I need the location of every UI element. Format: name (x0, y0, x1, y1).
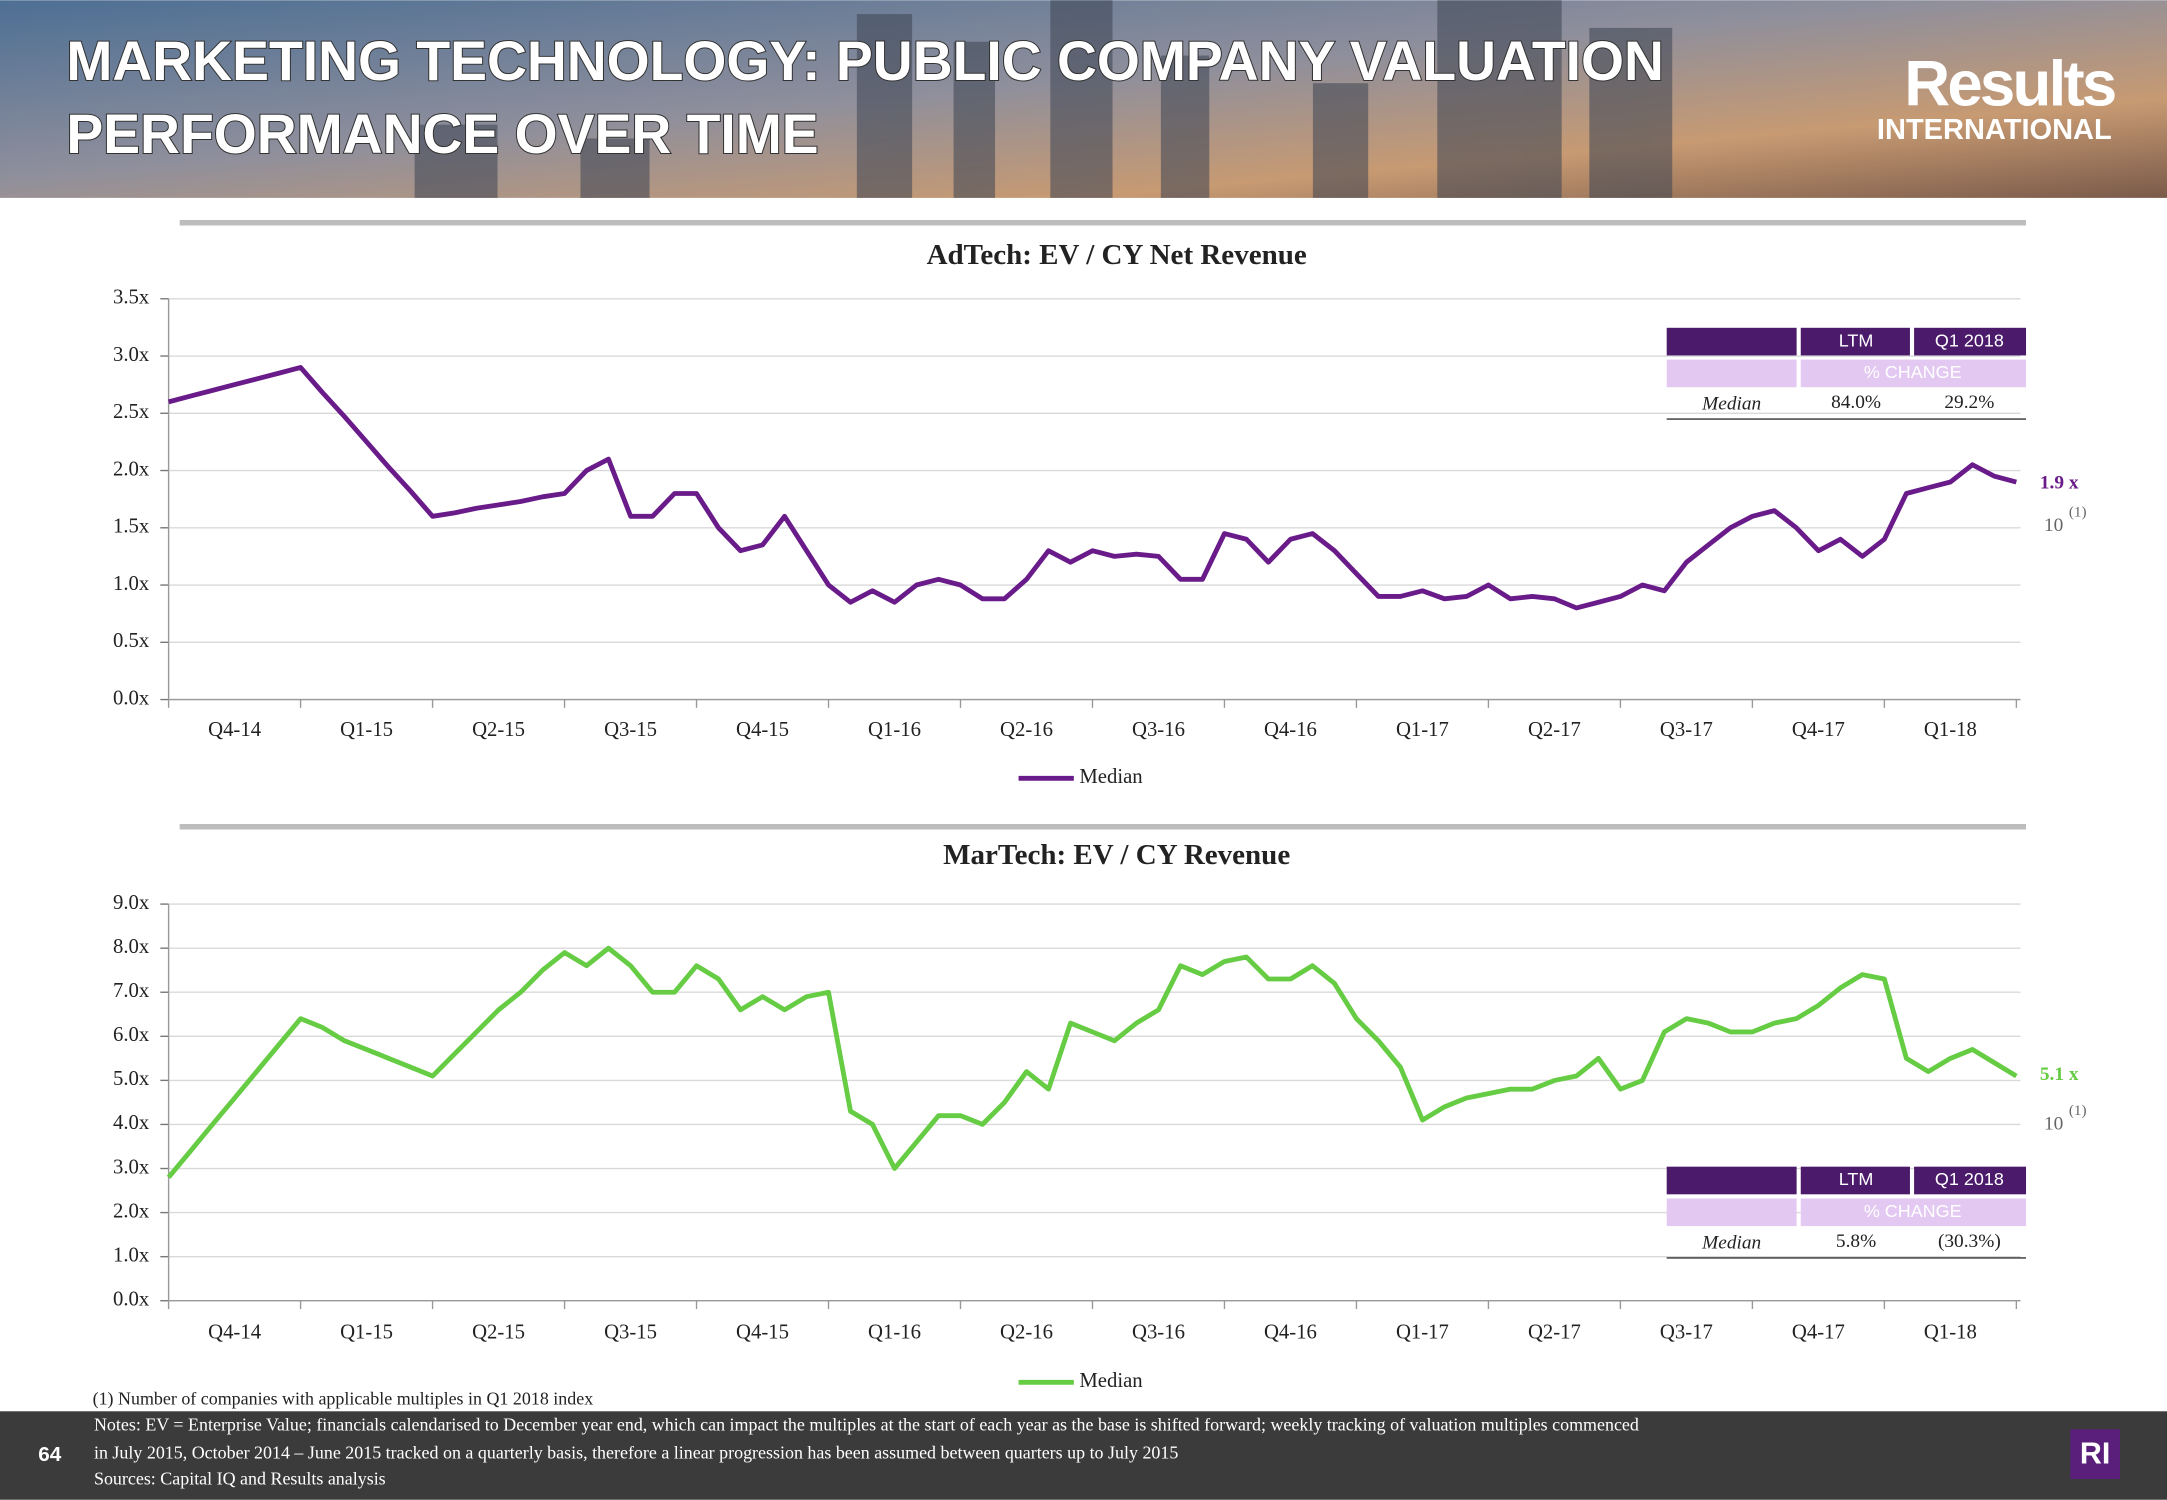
table-subheader (1800, 359, 2027, 388)
x-tick-label: Q1-18 (1924, 719, 1977, 741)
x-tick-label: Q1-16 (868, 1322, 921, 1344)
chart-title: MarTech: EV / CY Revenue (943, 839, 1290, 871)
table-subheader-text: % CHANGE (1864, 1201, 1962, 1221)
y-tick-label: 8.0x (113, 936, 150, 958)
company-count-note: (1) (2069, 1102, 2087, 1119)
table-cell: 5.8% (1836, 1231, 1876, 1252)
x-tick-label: Q4-15 (736, 1322, 789, 1344)
header: MARKETING TECHNOLOGY: PUBLIC COMPANY VAL… (0, 0, 2167, 198)
x-tick-label: Q3-16 (1132, 1322, 1185, 1344)
table-header (1666, 1166, 1797, 1195)
page-number: 64 (38, 1443, 62, 1466)
table-column: Q1 2018 (1935, 1169, 2004, 1189)
footnote: (1) Number of companies with applicable … (93, 1388, 594, 1409)
skyline (414, 0, 1673, 198)
legend-label: Median (1079, 1370, 1143, 1392)
y-tick-label: 4.0x (113, 1112, 150, 1134)
y-tick-label: 0.0x (113, 1288, 150, 1310)
x-tick-label: Q4-17 (1792, 1322, 1845, 1344)
page-title: PERFORMANCE OVER TIME (66, 103, 818, 165)
end-label: 5.1 x (2040, 1064, 2079, 1085)
notes: Notes: EV = Enterprise Value; financials… (94, 1415, 1639, 1435)
x-tick-label: Q2-17 (1528, 1322, 1581, 1344)
x-tick-label: Q1-15 (340, 1322, 393, 1344)
table-header (1800, 327, 1910, 356)
x-tick-label: Q2-15 (472, 719, 525, 741)
y-tick-label: 0.0x (113, 687, 150, 709)
y-tick-label: 5.0x (113, 1068, 150, 1090)
badge-box (2070, 1429, 2121, 1480)
x-tick-label: Q2-15 (472, 1322, 525, 1344)
logo-text: INTERNATIONAL (1877, 114, 2112, 146)
x-tick-label: Q4-14 (208, 719, 262, 741)
x-tick-label: Q2-17 (1528, 719, 1581, 741)
page-title: MARKETING TECHNOLOGY: PUBLIC COMPANY VAL… (66, 30, 1664, 92)
y-tick-label: 2.5x (113, 401, 150, 423)
company-count-note: (1) (2069, 503, 2087, 520)
table-subheader (1800, 1198, 2027, 1227)
table-header (1914, 327, 2027, 356)
y-tick-label: 7.0x (113, 980, 150, 1002)
y-tick-label: 1.5x (113, 516, 150, 538)
x-tick-label: Q3-16 (1132, 719, 1185, 741)
table-header (1800, 1166, 1910, 1195)
table-cell: 84.0% (1831, 392, 1881, 413)
notes: in July 2015, October 2014 – June 2015 t… (94, 1442, 1178, 1462)
y-tick-label: 3.0x (113, 1156, 150, 1178)
x-tick-label: Q1-17 (1396, 1322, 1449, 1344)
legend-label: Median (1079, 766, 1143, 788)
table-column: LTM (1839, 330, 1874, 350)
x-tick-label: Q2-16 (1000, 1322, 1053, 1344)
x-tick-label: Q4-16 (1264, 1322, 1317, 1344)
table-cell: (30.3%) (1938, 1231, 2001, 1252)
y-tick-label: 3.5x (113, 287, 150, 309)
y-tick-label: 2.0x (113, 1200, 150, 1222)
sources: Sources: Capital IQ and Results analysis (94, 1469, 386, 1489)
table-row-label: Median (1701, 1233, 1761, 1254)
table-subheader-text: % CHANGE (1864, 362, 1962, 382)
series-line (166, 945, 2018, 1179)
x-tick-label: Q1-15 (340, 719, 393, 741)
logo-text: Results (1904, 49, 2115, 120)
y-tick-label: 1.0x (113, 1244, 150, 1266)
x-tick-label: Q2-16 (1000, 719, 1053, 741)
y-tick-label: 1.0x (113, 573, 150, 595)
y-tick-label: 2.0x (113, 458, 150, 480)
x-tick-label: Q4-17 (1792, 719, 1845, 741)
x-tick-label: Q3-15 (604, 719, 657, 741)
x-tick-label: Q3-17 (1660, 719, 1713, 741)
table-cell: 29.2% (1944, 392, 1994, 413)
y-tick-label: 9.0x (113, 892, 150, 914)
x-tick-label: Q1-16 (868, 719, 921, 741)
table-header (1666, 327, 1797, 356)
y-tick-label: 3.0x (113, 344, 150, 366)
x-tick-label: Q4-16 (1264, 719, 1317, 741)
table-row-label: Median (1701, 394, 1761, 415)
table-header (1914, 1166, 2027, 1195)
x-tick-label: Q4-14 (208, 1322, 262, 1344)
table-column: LTM (1839, 1169, 1874, 1189)
badge: RI (2080, 1437, 2110, 1471)
end-label: 1.9 x (2040, 472, 2079, 493)
x-tick-label: Q3-15 (604, 1322, 657, 1344)
x-tick-label: Q1-17 (1396, 719, 1449, 741)
table-subheader (1666, 359, 1797, 388)
y-tick-label: 6.0x (113, 1024, 150, 1046)
x-tick-label: Q1-18 (1924, 1322, 1977, 1344)
footer-bar (0, 1411, 2167, 1500)
table-subheader (1666, 1198, 1797, 1227)
chart-title: AdTech: EV / CY Net Revenue (927, 239, 1307, 271)
table-column: Q1 2018 (1935, 330, 2004, 350)
company-count: 10 (2044, 515, 2063, 536)
company-count: 10 (2044, 1114, 2063, 1135)
x-tick-label: Q4-15 (736, 719, 789, 741)
y-tick-label: 0.5x (113, 630, 150, 652)
x-tick-label: Q3-17 (1660, 1322, 1713, 1344)
series-line (167, 365, 2017, 611)
